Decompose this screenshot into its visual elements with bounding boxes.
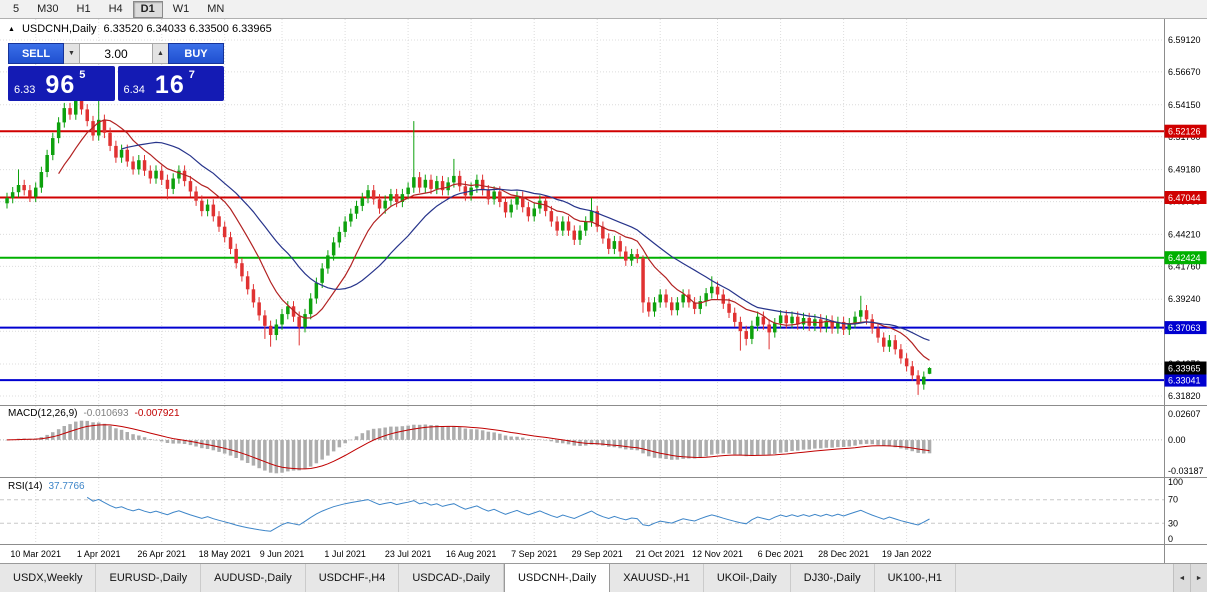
svg-text:6.47044: 6.47044 xyxy=(1168,193,1201,203)
svg-text:6.37063: 6.37063 xyxy=(1168,323,1201,333)
panel-separators xyxy=(0,19,1207,564)
svg-text:26 Apr 2021: 26 Apr 2021 xyxy=(137,549,186,559)
svg-text:9 Jun 2021: 9 Jun 2021 xyxy=(260,549,305,559)
svg-text:21 Oct 2021: 21 Oct 2021 xyxy=(636,549,685,559)
svg-text:100: 100 xyxy=(1168,477,1183,487)
svg-text:6.39240: 6.39240 xyxy=(1168,294,1201,304)
chart-tab-xauusd-h1[interactable]: XAUUSD-,H1 xyxy=(610,564,704,592)
macd-panel xyxy=(0,420,1164,474)
period-button-m30[interactable]: M30 xyxy=(37,2,59,15)
svg-text:23 Jul 2021: 23 Jul 2021 xyxy=(385,549,432,559)
svg-text:6.44210: 6.44210 xyxy=(1168,229,1201,239)
chart-tab-usdchf-h4[interactable]: USDCHF-,H4 xyxy=(306,564,400,592)
svg-text:6.33041: 6.33041 xyxy=(1168,376,1201,386)
chart-canvas[interactable]: 6.591206.566706.541506.517006.491806.467… xyxy=(0,0,1207,564)
chart-tab-usdcnh-daily[interactable]: USDCNH-,Daily xyxy=(503,564,611,592)
period-button-h4[interactable]: H4 xyxy=(108,2,123,15)
period-button-mn[interactable]: MN xyxy=(207,2,225,15)
chart-tab-dj30-daily[interactable]: DJ30-,Daily xyxy=(791,564,875,592)
svg-text:28 Dec 2021: 28 Dec 2021 xyxy=(818,549,869,559)
svg-text:6.42424: 6.42424 xyxy=(1168,253,1201,263)
chart-tab-uk100-h1[interactable]: UK100-,H1 xyxy=(875,564,957,592)
sell-price-display[interactable]: 6.33 96 5 xyxy=(8,66,115,101)
sell-price-pips: 96 xyxy=(45,71,76,99)
svg-text:0.02607: 0.02607 xyxy=(1168,409,1201,419)
svg-text:1 Jul 2021: 1 Jul 2021 xyxy=(324,549,366,559)
svg-text:18 May 2021: 18 May 2021 xyxy=(199,549,251,559)
symbol-tab-bar: USDX,Weekly EURUSD-,Daily AUDUSD-,Daily USD… xyxy=(0,563,1207,592)
volume-up-icon[interactable]: ▲ xyxy=(153,43,168,64)
svg-text:19 Jan 2022: 19 Jan 2022 xyxy=(882,549,932,559)
chart-tab-usdcad-daily[interactable]: USDCAD-,Daily xyxy=(399,564,504,592)
sell-price-point: 5 xyxy=(79,69,86,81)
period-button-d1[interactable]: D1 xyxy=(132,0,163,18)
volume-down-icon[interactable]: ▼ xyxy=(64,43,79,64)
rsi-label: RSI(14) 37.7766 xyxy=(8,481,85,492)
chart-tab-audusd-daily[interactable]: AUDUSD-,Daily xyxy=(201,564,306,592)
time-axis[interactable]: 10 Mar 2021 1 Apr 2021 26 Apr 2021 18 May 2… xyxy=(10,549,931,559)
grid-layer xyxy=(0,19,1164,544)
period-button-w1[interactable]: W1 xyxy=(172,2,190,15)
svg-text:70: 70 xyxy=(1168,495,1178,505)
svg-text:0: 0 xyxy=(1168,534,1173,544)
svg-text:12 Nov 2021: 12 Nov 2021 xyxy=(692,549,743,559)
tab-scroll-left-icon[interactable]: ◄ xyxy=(1173,564,1190,592)
sell-price-prefix: 6.33 xyxy=(14,84,36,96)
svg-text:6.54150: 6.54150 xyxy=(1168,100,1201,110)
svg-text:6.49180: 6.49180 xyxy=(1168,165,1201,175)
macd-name: MACD(12,26,9) xyxy=(8,408,78,419)
chart-tab-eurusd-daily[interactable]: EURUSD-,Daily xyxy=(96,564,202,592)
svg-text:0.00: 0.00 xyxy=(1168,435,1186,445)
buy-button[interactable]: BUY xyxy=(168,43,224,64)
svg-text:6 Dec 2021: 6 Dec 2021 xyxy=(758,549,804,559)
svg-text:6.41760: 6.41760 xyxy=(1168,261,1201,271)
sell-button[interactable]: SELL xyxy=(8,43,64,64)
price-axis[interactable]: 6.591206.566706.541506.517006.491806.467… xyxy=(1168,35,1204,544)
chart-title: ▲ USDCNH,Daily 6.33520 6.34033 6.33500 6… xyxy=(8,23,272,35)
svg-text:29 Sep 2021: 29 Sep 2021 xyxy=(572,549,623,559)
svg-text:-0.03187: -0.03187 xyxy=(1168,466,1204,476)
macd-label: MACD(12,26,9) -0.010693 -0.007921 xyxy=(8,408,180,419)
svg-text:6.59120: 6.59120 xyxy=(1168,35,1201,45)
buy-price-prefix: 6.34 xyxy=(123,84,145,96)
buy-price-display[interactable]: 6.34 16 7 xyxy=(117,66,224,101)
volume-input[interactable]: 3.00 xyxy=(79,43,153,64)
rsi-value: 37.7766 xyxy=(48,481,85,492)
svg-text:7 Sep 2021: 7 Sep 2021 xyxy=(511,549,557,559)
symbol-tabs: USDX,Weekly EURUSD-,Daily AUDUSD-,Daily USD… xyxy=(0,564,957,592)
period-button-5[interactable]: 5 xyxy=(13,2,20,15)
svg-text:6.52126: 6.52126 xyxy=(1168,127,1201,137)
svg-text:6.56670: 6.56670 xyxy=(1168,67,1201,77)
collapse-subwindow-icon[interactable]: ▲ xyxy=(8,25,15,33)
svg-text:6.33965: 6.33965 xyxy=(1168,364,1201,374)
svg-text:16 Aug 2021: 16 Aug 2021 xyxy=(446,549,497,559)
price-badges: 6.52126 6.47044 6.42424 6.37063 6.33041 6.339… xyxy=(1164,124,1207,387)
symbol-period-label: USDCNH,Daily xyxy=(21,23,97,35)
timeframe-toolbar: 5 M30 H1 H4 D1 W1 MN xyxy=(0,0,1207,19)
rsi-name: RSI(14) xyxy=(8,481,43,492)
macd-main-value: -0.010693 xyxy=(83,408,129,419)
tab-scroll-controls: ◄ ► xyxy=(1173,564,1207,592)
svg-text:6.31820: 6.31820 xyxy=(1168,391,1201,401)
ohlc-readout: 6.33520 6.34033 6.33500 6.33965 xyxy=(103,23,272,35)
moving-averages-layer xyxy=(58,119,930,361)
macd-signal-value: -0.007921 xyxy=(134,408,180,419)
period-button-h1[interactable]: H1 xyxy=(76,2,91,15)
tab-scroll-right-icon[interactable]: ► xyxy=(1190,564,1207,592)
svg-text:10 Mar 2021: 10 Mar 2021 xyxy=(10,549,61,559)
chart-tab-ukoil-daily[interactable]: UKOil-,Daily xyxy=(704,564,791,592)
candles-layer[interactable] xyxy=(5,85,932,395)
one-click-trading-panel: SELL ▼ 3.00 ▲ BUY 6.33 96 5 6.34 16 7 xyxy=(8,43,224,101)
svg-text:1 Apr 2021: 1 Apr 2021 xyxy=(77,549,121,559)
chart-tab-usdx-weekly[interactable]: USDX,Weekly xyxy=(0,564,97,592)
rsi-panel xyxy=(0,496,1164,532)
buy-price-pips: 16 xyxy=(154,71,185,99)
svg-text:30: 30 xyxy=(1168,518,1178,528)
buy-price-point: 7 xyxy=(188,69,195,81)
level-lines-layer[interactable] xyxy=(0,130,1164,382)
